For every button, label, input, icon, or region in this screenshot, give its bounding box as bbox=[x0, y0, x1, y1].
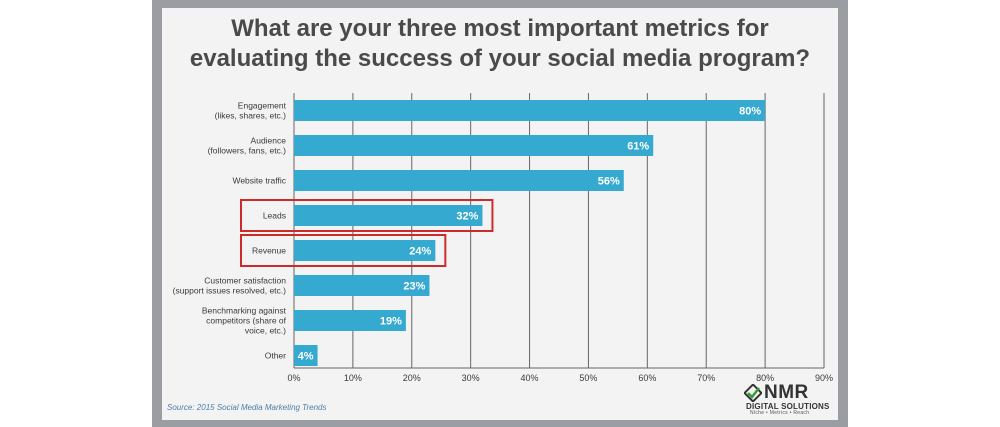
nmr-logo: NMR DIGITAL SOLUTIONS Niche • Metrics • … bbox=[744, 382, 836, 416]
category-label-1-0: Audience bbox=[251, 136, 287, 146]
category-label-7-0: Other bbox=[265, 351, 286, 361]
bar-value-label-6: 19% bbox=[380, 316, 402, 328]
x-tick-label-80: 80% bbox=[756, 373, 774, 383]
x-tick-label-0: 0% bbox=[287, 373, 300, 383]
bar-value-label-0: 80% bbox=[739, 106, 761, 118]
category-label-4-0: Revenue bbox=[252, 246, 286, 256]
logo-subtitle: DIGITAL SOLUTIONS bbox=[746, 402, 830, 411]
chart-panel bbox=[162, 8, 838, 420]
category-label-0-0: Engagement bbox=[238, 101, 287, 111]
bar-5 bbox=[294, 275, 430, 296]
category-label-6-0: Benchmarking against bbox=[202, 306, 287, 316]
bar-7 bbox=[294, 345, 318, 366]
bar-6 bbox=[294, 310, 406, 331]
bar-value-label-2: 56% bbox=[598, 176, 620, 188]
x-tick-label-30: 30% bbox=[462, 373, 480, 383]
bar-4 bbox=[294, 240, 436, 261]
x-tick-label-40: 40% bbox=[521, 373, 539, 383]
bar-value-label-4: 24% bbox=[409, 246, 431, 258]
bar-value-label-5: 23% bbox=[403, 281, 425, 293]
source-note: Source: 2015 Social Media Marketing Tren… bbox=[167, 403, 327, 412]
category-label-1-1: (followers, fans, etc.) bbox=[208, 146, 287, 156]
category-label-5-0: Customer satisfaction bbox=[204, 276, 286, 286]
chart-title-line-1: What are your three most important metri… bbox=[231, 15, 769, 42]
bar-2 bbox=[294, 170, 624, 191]
category-label-6-1: competitors (share of bbox=[206, 316, 286, 326]
logo-brand: NMR bbox=[764, 382, 809, 403]
x-tick-label-90: 90% bbox=[815, 373, 833, 383]
x-tick-label-70: 70% bbox=[697, 373, 715, 383]
bar-value-label-1: 61% bbox=[627, 141, 649, 153]
bar-0 bbox=[294, 100, 766, 121]
chart-title: What are your three most important metri… bbox=[162, 14, 838, 74]
category-label-6-2: voice, etc.) bbox=[245, 326, 286, 336]
highlight-box-4 bbox=[240, 234, 447, 267]
bar-value-label-3: 32% bbox=[456, 211, 478, 223]
highlight-box-3 bbox=[240, 199, 494, 232]
x-tick-label-60: 60% bbox=[638, 373, 656, 383]
category-label-2-0: Website traffic bbox=[232, 176, 286, 186]
x-tick-label-20: 20% bbox=[403, 373, 421, 383]
bar-value-label-7: 4% bbox=[298, 351, 314, 363]
bar-1 bbox=[294, 135, 654, 156]
checkmark-diamond-icon bbox=[744, 384, 762, 402]
bar-3 bbox=[294, 205, 483, 226]
category-label-3-0: Leads bbox=[263, 211, 286, 221]
x-tick-label-50: 50% bbox=[579, 373, 597, 383]
x-tick-label-10: 10% bbox=[344, 373, 362, 383]
chart-title-line-2: evaluating the success of your social me… bbox=[189, 45, 811, 72]
category-label-5-1: (support issues resolved, etc.) bbox=[173, 286, 287, 296]
category-label-0-1: (likes, shares, etc.) bbox=[215, 111, 286, 121]
logo-tagline: Niche • Metrics • Reach bbox=[750, 410, 810, 416]
